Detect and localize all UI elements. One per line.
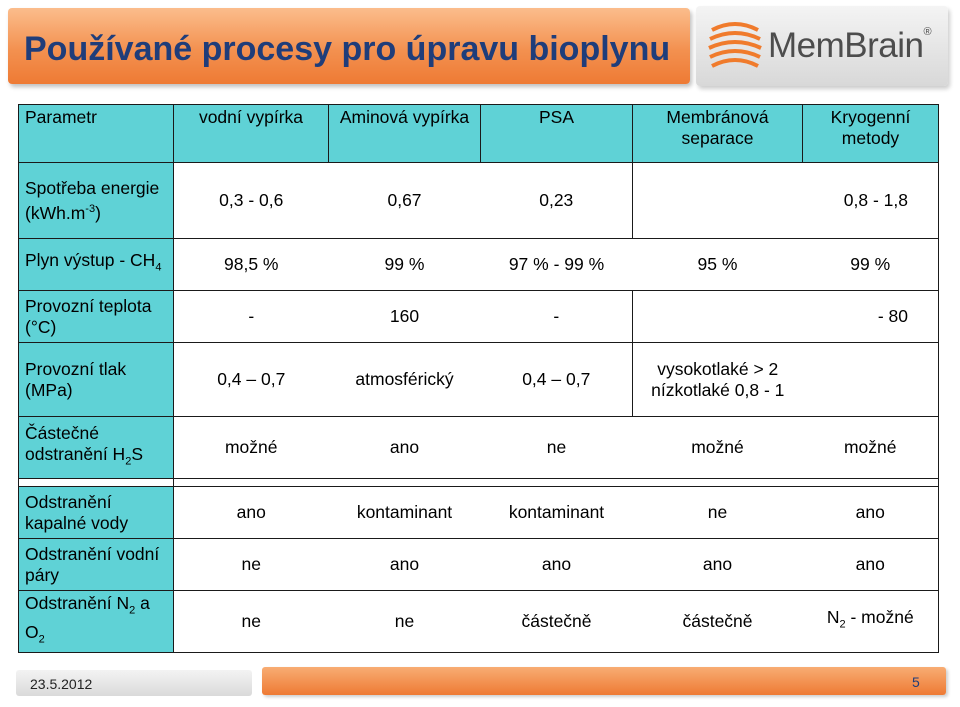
cell-h2s-c4: možné xyxy=(632,416,803,479)
cell-h2s-c1: možné xyxy=(173,416,329,479)
membrain-logo: MemBrain® xyxy=(696,6,948,86)
cell-kapalna-c4: ne xyxy=(632,486,803,539)
cell-spotreba-c2: 0,67 xyxy=(328,162,481,239)
footer-date: 23.5.2012 xyxy=(30,676,93,692)
cell-kapalna-c3: kontaminant xyxy=(480,486,633,539)
row-n2: Odstranění N2 a O2 ne ne částečně částeč… xyxy=(18,590,939,653)
cell-teplota-c2: 160 xyxy=(328,290,481,343)
logo-registered: ® xyxy=(923,26,932,38)
cell-n2-c4: částečně xyxy=(632,590,803,653)
label-spotreba: Spotřeba energie (kWh.m-3) xyxy=(18,162,174,239)
row-teplota: Provozní teplota (°C) - 160 - - 80 xyxy=(18,290,939,343)
row-para: Odstranění vodní páry ne ano ano ano ano xyxy=(18,538,939,591)
cell-plyn-c3: 97 % - 99 % xyxy=(480,238,633,291)
header-row: Parametr vodní vypírka Aminová vypírka P… xyxy=(18,104,939,163)
label-tlak: Provozní tlak (MPa) xyxy=(18,342,174,417)
title-banner: Používané procesy pro úpravu bioplynu xyxy=(8,8,690,84)
cell-tlak-c3: 0,4 – 0,7 xyxy=(480,342,633,417)
cell-plyn-c2: 99 % xyxy=(328,238,481,291)
slide-title: Používané procesy pro úpravu bioplynu xyxy=(24,30,671,68)
cell-para-c3: ano xyxy=(480,538,633,591)
cell-n2-c3: částečně xyxy=(480,590,633,653)
cell-tlak-c4: vysokotlaké > 2 nízkotlaké 0,8 - 1 xyxy=(632,342,803,417)
header-param: Parametr xyxy=(18,104,174,163)
cell-plyn-c1: 98,5 % xyxy=(173,238,329,291)
row-plyn: Plyn výstup - CH4 98,5 % 99 % 97 % - 99 … xyxy=(18,238,939,291)
footer-bar xyxy=(262,667,946,695)
cell-tlak-c5 xyxy=(802,342,939,417)
row-h2s: Částečné odstranění H2S možné ano ne mož… xyxy=(18,416,939,479)
label-kapalna: Odstranění kapalné vody xyxy=(18,486,174,539)
cell-teplota-c1: - xyxy=(173,290,329,343)
cell-h2s-c3: ne xyxy=(480,416,633,479)
cell-n2-c5: N2 - možné xyxy=(802,590,939,653)
cell-tlak-c1: 0,4 – 0,7 xyxy=(173,342,329,417)
cell-para-c2: ano xyxy=(328,538,481,591)
cell-n2-c1: ne xyxy=(173,590,329,653)
cell-plyn-c5: 99 % xyxy=(802,238,939,291)
header-psa: PSA xyxy=(480,104,633,163)
page-number: 5 xyxy=(912,674,920,690)
cell-spotreba-c5: 0,8 - 1,8 xyxy=(802,162,939,239)
header-aminova-vypirka: Aminová vypírka xyxy=(328,104,481,163)
logo-text: MemBrain xyxy=(768,26,924,65)
label-h2s: Částečné odstranění H2S xyxy=(18,416,174,479)
cell-tlak-c2: atmosférický xyxy=(328,342,481,417)
label-n2: Odstranění N2 a O2 xyxy=(18,590,174,653)
row-kapalna: Odstranění kapalné vody ano kontaminant … xyxy=(18,486,939,539)
cell-teplota-c5: - 80 xyxy=(802,290,939,343)
cell-plyn-c4: 95 % xyxy=(632,238,803,291)
label-teplota: Provozní teplota (°C) xyxy=(18,290,174,343)
cell-spotreba-c4 xyxy=(632,162,803,239)
comparison-table: Parametr vodní vypírka Aminová vypírka P… xyxy=(18,104,939,653)
cell-n2-c2: ne xyxy=(328,590,481,653)
cell-h2s-c2: ano xyxy=(328,416,481,479)
spacer-left xyxy=(18,478,174,487)
spacer-right xyxy=(173,478,939,487)
cell-para-c1: ne xyxy=(173,538,329,591)
row-spacer xyxy=(18,478,939,487)
cell-spotreba-c1: 0,3 - 0,6 xyxy=(173,162,329,239)
cell-teplota-c4 xyxy=(632,290,803,343)
header-vodni-vypirka: vodní vypírka xyxy=(173,104,329,163)
header-membranova-separace: Membránová separace xyxy=(632,104,803,163)
header-kryogenni-metody: Kryogenní metody xyxy=(802,104,939,163)
membrain-logo-icon xyxy=(708,22,762,68)
cell-teplota-c3: - xyxy=(480,290,633,343)
cell-kapalna-c5: ano xyxy=(802,486,939,539)
label-para: Odstranění vodní páry xyxy=(18,538,174,591)
label-plyn: Plyn výstup - CH4 xyxy=(18,238,174,291)
row-spotreba: Spotřeba energie (kWh.m-3) 0,3 - 0,6 0,6… xyxy=(18,162,939,239)
cell-para-c5: ano xyxy=(802,538,939,591)
cell-h2s-c5: možné xyxy=(802,416,939,479)
cell-tlak-c4-line1: vysokotlaké > 2 xyxy=(657,358,779,379)
row-tlak: Provozní tlak (MPa) 0,4 – 0,7 atmosféric… xyxy=(18,342,939,417)
cell-kapalna-c1: ano xyxy=(173,486,329,539)
footer-date-box: 23.5.2012 xyxy=(16,670,252,696)
cell-kapalna-c2: kontaminant xyxy=(328,486,481,539)
cell-spotreba-c3: 0,23 xyxy=(480,162,633,239)
cell-tlak-c4-line2: nízkotlaké 0,8 - 1 xyxy=(651,379,785,400)
cell-para-c4: ano xyxy=(632,538,803,591)
